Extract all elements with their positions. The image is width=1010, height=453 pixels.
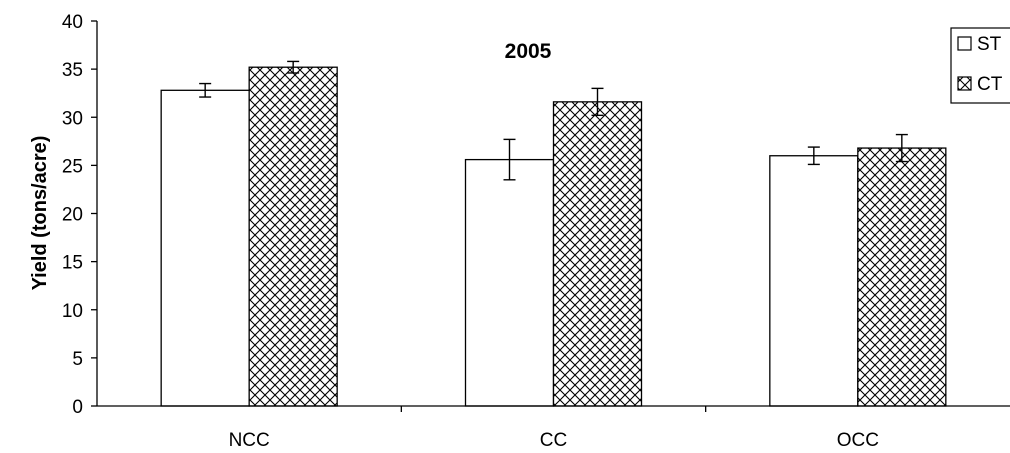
y-tick-label-40: 40 bbox=[62, 12, 83, 33]
chart-title: 2005 bbox=[505, 40, 552, 63]
bar-ct-cc bbox=[552, 101, 643, 407]
y-axis-label: Yield (tons/acre) bbox=[29, 136, 51, 291]
plot-area: 0 5 10 15 20 25 30 35 40 NCC CC OCC bbox=[62, 12, 1010, 451]
x-tick-label-occ: OCC bbox=[837, 430, 879, 451]
y-tick-label-15: 15 bbox=[62, 253, 83, 274]
bar-ct-occ bbox=[857, 147, 947, 407]
y-tick-label-20: 20 bbox=[62, 205, 83, 226]
bar-st-ncc bbox=[160, 89, 250, 407]
legend-label-st: ST bbox=[977, 34, 1002, 55]
y-tick-label-30: 30 bbox=[62, 108, 83, 129]
legend-swatch-ct bbox=[957, 76, 972, 91]
x-tick-label-cc: CC bbox=[540, 430, 567, 451]
x-tick-label-ncc: NCC bbox=[229, 430, 270, 451]
y-tick-label-5: 5 bbox=[72, 349, 83, 370]
bar-ct-ncc bbox=[248, 66, 338, 407]
legend-label-ct: CT bbox=[977, 74, 1003, 95]
y-tick-label-35: 35 bbox=[62, 60, 83, 81]
y-tick-label-10: 10 bbox=[62, 301, 83, 322]
bar-st-occ bbox=[769, 155, 859, 407]
y-tick-label-0: 0 bbox=[72, 397, 83, 418]
legend: ST CT bbox=[950, 27, 1010, 104]
y-tick-label-25: 25 bbox=[62, 156, 83, 177]
bar-st-cc bbox=[464, 158, 555, 407]
legend-swatch-st bbox=[957, 36, 972, 51]
